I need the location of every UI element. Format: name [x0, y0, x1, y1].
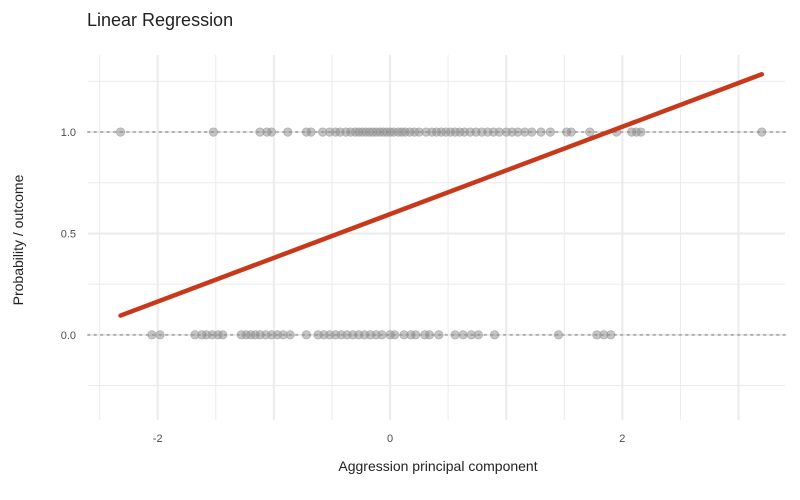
- x-tick-label: -2: [153, 433, 163, 445]
- data-point: [155, 330, 165, 340]
- data-point: [636, 127, 646, 137]
- data-point: [536, 127, 546, 137]
- data-point: [527, 127, 537, 137]
- data-point: [458, 330, 468, 340]
- data-point: [473, 330, 483, 340]
- data-point: [266, 127, 277, 137]
- y-axis-title: Probability / outcome: [10, 174, 26, 305]
- data-point: [301, 330, 311, 340]
- data-point: [566, 127, 576, 137]
- data-point: [218, 330, 228, 340]
- regression-line: [118, 72, 765, 318]
- data-point: [757, 127, 767, 137]
- x-tick-label: 0: [387, 433, 393, 445]
- data-point: [424, 330, 435, 340]
- data-point: [450, 330, 460, 340]
- data-point: [410, 330, 421, 340]
- grid-lines: [88, 55, 785, 420]
- x-axis-title: Aggression principal component: [338, 458, 537, 474]
- data-point: [306, 127, 316, 137]
- data-point: [585, 127, 595, 137]
- data-point: [285, 330, 295, 340]
- data-points: [115, 127, 767, 340]
- data-point: [545, 127, 555, 137]
- x-tick-label: 2: [619, 433, 625, 445]
- data-point: [147, 330, 157, 340]
- data-point: [377, 330, 387, 340]
- data-point: [434, 330, 444, 340]
- chart-title: Linear Regression: [87, 10, 233, 30]
- tick-labels: -2 0 2 0.0 0.5 1.0: [61, 127, 626, 445]
- data-point: [208, 127, 219, 137]
- data-point: [489, 330, 500, 340]
- y-tick-label: 0.0: [61, 330, 76, 342]
- data-point: [115, 127, 126, 137]
- data-point: [606, 330, 616, 340]
- y-tick-label: 1.0: [61, 127, 76, 139]
- data-point: [283, 127, 293, 137]
- y-tick-label: 0.5: [61, 228, 76, 240]
- data-point: [390, 330, 400, 340]
- regression-line-path: [118, 72, 765, 318]
- data-point: [553, 330, 564, 340]
